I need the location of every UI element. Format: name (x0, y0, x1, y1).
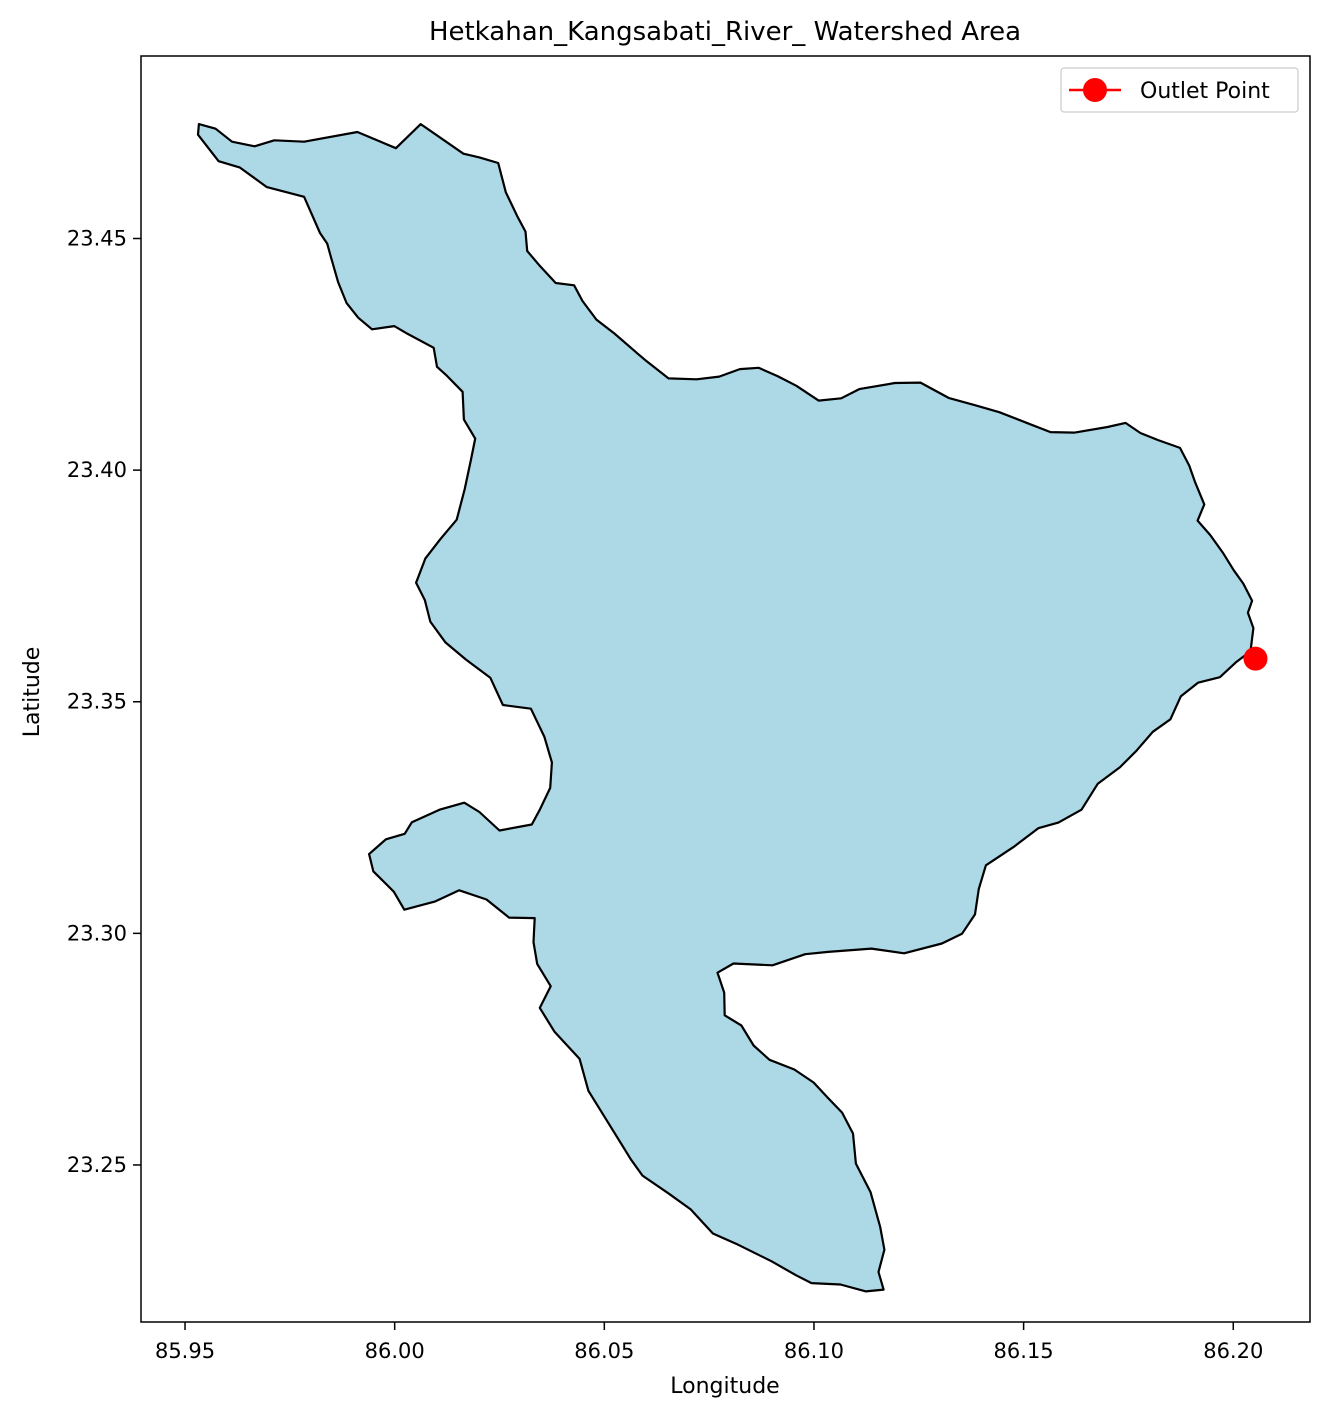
y-tick-label: 23.40 (67, 458, 127, 482)
map-title: Hetkahan_Kangsabati_River_ Watershed Are… (429, 17, 1021, 47)
watershed-polygon (196, 123, 1255, 1293)
legend-box (1060, 67, 1299, 113)
y-tick-label: 23.25 (67, 1153, 127, 1177)
x-tick-label: 86.10 (784, 1339, 844, 1363)
y-tick-label: 23.30 (67, 921, 127, 945)
y-tick-label: 23.35 (67, 690, 127, 714)
y-tick-label: 23.45 (67, 227, 127, 251)
x-tick-label: 86.00 (365, 1339, 425, 1363)
y-axis-label: Latitude (20, 647, 45, 738)
legend: Outlet Point (1060, 67, 1299, 113)
x-tick-label: 86.15 (994, 1339, 1054, 1363)
x-tick-label: 86.05 (574, 1339, 634, 1363)
x-axis-label: Longitude (670, 1374, 779, 1399)
outlet-point-marker (1243, 646, 1268, 671)
x-axis-ticks: 85.95 86.00 86.05 86.10 86.15 86.20 (155, 1322, 1263, 1363)
x-tick-label: 85.95 (155, 1339, 215, 1363)
legend-marker-swatch (1083, 78, 1107, 102)
axes-frame (140, 55, 1311, 1323)
legend-label-outlet-point: Outlet Point (1140, 79, 1270, 104)
outlet-point-markers (1243, 646, 1268, 671)
y-axis-ticks: 23.25 23.30 23.35 23.40 23.45 (67, 227, 141, 1177)
plot-area (196, 123, 1268, 1293)
x-tick-label: 86.20 (1203, 1339, 1263, 1363)
